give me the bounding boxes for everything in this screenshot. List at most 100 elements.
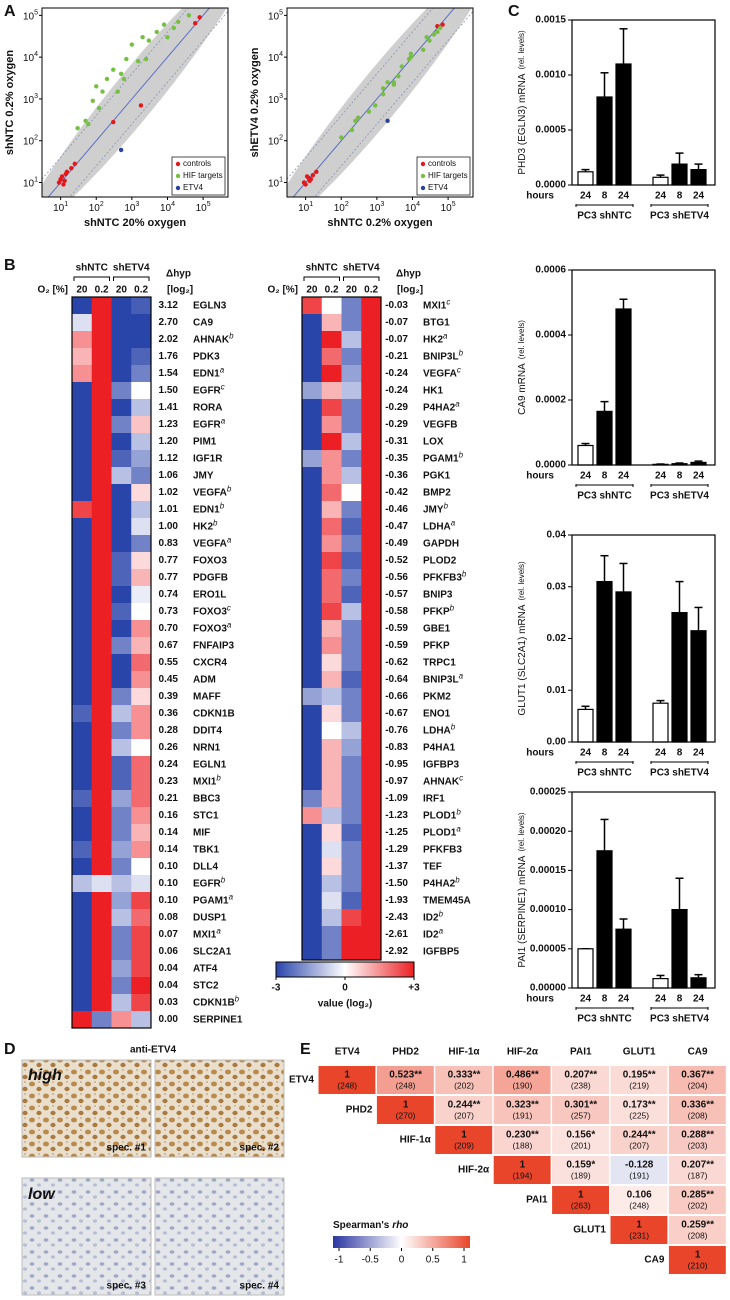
- heatmap-cell: [361, 314, 382, 332]
- gene-label: CA9: [193, 317, 213, 328]
- gene-name: HK2: [193, 521, 213, 532]
- correlation-cell: [668, 1066, 726, 1094]
- heatmap-cell: [72, 297, 93, 315]
- y-label-main: PHD3 (EGLN3) mRNA: [517, 73, 528, 174]
- gene-label: IGFBP3: [423, 759, 460, 770]
- heatmap-cell: [321, 858, 342, 876]
- heatmap-cell: [131, 399, 152, 417]
- gene-label: BNIP3Lb: [423, 349, 464, 363]
- heatmap-cell: [72, 790, 93, 808]
- rho-label: 0.244**: [448, 1100, 481, 1111]
- heatmap-cell: [361, 671, 382, 689]
- dhyp-value: -2.43: [385, 912, 408, 923]
- y-tick-label: 0.0000: [535, 460, 566, 471]
- column-label: 20: [116, 285, 128, 296]
- heatmap-cell: [321, 807, 342, 825]
- x-tick-label: 103: [124, 201, 139, 214]
- gene-variant: b: [450, 604, 455, 613]
- tick-exp: 2: [100, 201, 104, 208]
- heatmap-cell: [91, 450, 112, 468]
- heatmap-cell: [341, 875, 362, 893]
- dhyp-value: 0.03: [159, 997, 179, 1008]
- heatmap-cell: [302, 314, 323, 332]
- n-label: (191): [512, 1110, 532, 1120]
- gene-label: PFKFB3b: [423, 570, 467, 584]
- heatmap-cell: [91, 892, 112, 910]
- gene-label: ATF4: [193, 963, 218, 974]
- heatmap-cell: [131, 892, 152, 910]
- legend-box: [171, 156, 226, 196]
- dhyp-value: -0.35: [385, 453, 408, 464]
- dhyp-value: -0.03: [385, 300, 408, 311]
- heatmap-cell: [111, 603, 132, 621]
- correlation-cell: [610, 1186, 668, 1214]
- heatmap-cell: [341, 501, 362, 519]
- data-point: [303, 182, 308, 187]
- heatmap-cell: [131, 382, 152, 400]
- heatmap-cell: [341, 824, 362, 842]
- group-label: PC3 shNTC: [577, 491, 631, 502]
- gene-variant: a: [220, 366, 225, 375]
- data-point: [135, 58, 141, 64]
- gene-name: PLOD1: [423, 827, 457, 838]
- gene-label: AHNAKb: [193, 332, 234, 346]
- gene-name: MAFF: [193, 691, 221, 702]
- group-label: shETV4: [343, 263, 380, 274]
- dhyp-value: 1.12: [159, 453, 179, 464]
- heatmap-cell: [72, 705, 93, 723]
- n-label: (219): [629, 1080, 649, 1090]
- plot-area: [287, 8, 473, 197]
- dhyp-value: -0.21: [385, 351, 408, 362]
- n-label: (201): [571, 1140, 591, 1150]
- heatmap-cell: [321, 705, 342, 723]
- heatmap-cell: [302, 892, 323, 910]
- data-point: [86, 121, 91, 127]
- data-point: [424, 35, 429, 40]
- heatmap-cell: [341, 722, 362, 740]
- gene-label: CXCR4: [193, 657, 227, 668]
- heatmap-cell: [91, 960, 112, 978]
- gene-name: JMY: [193, 470, 214, 481]
- gene-label: DUSP1: [193, 912, 227, 923]
- heatmap-cell: [91, 518, 112, 536]
- heatmap-cell: [111, 756, 132, 774]
- heatmap-cell: [91, 535, 112, 553]
- heatmap-cell: [341, 603, 362, 621]
- dhyp-value: -1.23: [385, 810, 408, 821]
- heatmap-cell: [321, 518, 342, 536]
- rho-label: 0.244**: [623, 1130, 656, 1141]
- tick-exp: 5: [452, 201, 456, 208]
- bar: [615, 63, 632, 186]
- dhyp-value: -0.62: [385, 657, 408, 668]
- data-point: [391, 82, 397, 87]
- gene-name: SERPINE1: [193, 1014, 243, 1025]
- correlation-cell: [668, 1096, 726, 1124]
- group-label: PC3 shNTC: [577, 1014, 631, 1025]
- dhyp-title: Δhyp: [166, 269, 191, 280]
- dhyp-value: -0.46: [385, 504, 408, 515]
- group-bracket: [73, 276, 110, 281]
- gene-label: AHNAKc: [423, 774, 463, 788]
- dhyp-value: -1.29: [385, 844, 408, 855]
- heatmap-cell: [91, 654, 112, 672]
- heatmap-cell: [91, 297, 112, 315]
- dhyp-value: 0.23: [159, 776, 179, 787]
- gene-variant: b: [221, 876, 226, 885]
- gene-label: LDHAa: [423, 519, 456, 533]
- x-tick-label: 101: [53, 201, 68, 214]
- heatmap-cell: [72, 688, 93, 706]
- correlation-cell: [610, 1126, 668, 1154]
- panel-letter: C: [508, 3, 520, 20]
- dhyp-value: 3.12: [159, 300, 179, 311]
- gene-label: SLC2A1: [193, 946, 232, 957]
- y-tick-label: 103: [268, 93, 283, 106]
- gene-name: TMEM45A: [423, 895, 471, 906]
- n-label: (187): [688, 1170, 708, 1180]
- gene-variant: b: [451, 723, 456, 732]
- heatmap-cell: [91, 314, 112, 332]
- heatmap-cell: [321, 875, 342, 893]
- heatmap-cell: [72, 450, 93, 468]
- heatmap-cell: [361, 705, 382, 723]
- heatmap-cell: [302, 875, 323, 893]
- bar: [596, 850, 613, 989]
